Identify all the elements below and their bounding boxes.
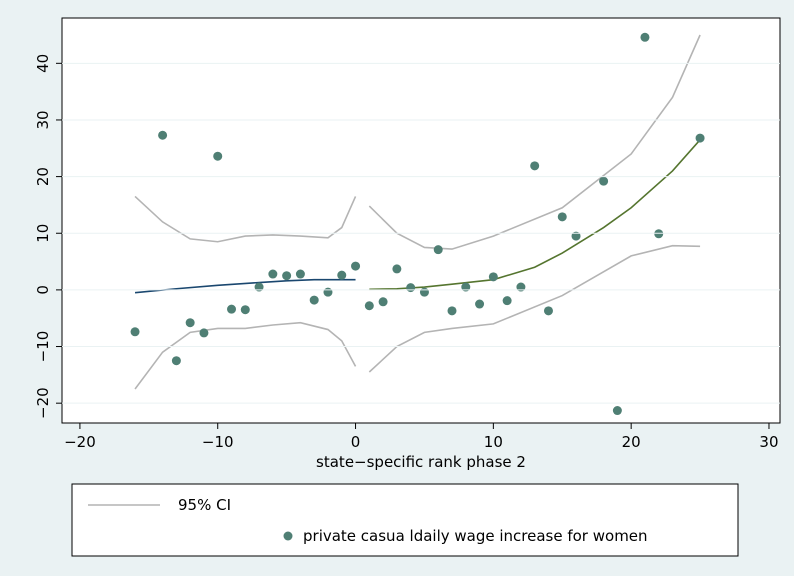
point — [392, 264, 402, 274]
point — [419, 287, 429, 297]
y-tick-label: 10 — [34, 224, 52, 243]
x-tick-label: 30 — [759, 433, 778, 451]
point — [571, 231, 581, 241]
point — [530, 161, 540, 171]
legend-swatch — [283, 531, 293, 541]
point — [323, 287, 333, 297]
point — [185, 318, 195, 328]
plot-area — [61, 17, 781, 424]
point — [171, 356, 181, 366]
point — [516, 282, 526, 292]
line — [134, 195, 357, 243]
line — [134, 278, 356, 294]
point — [309, 295, 319, 305]
point — [406, 283, 416, 293]
x-tick-label: −10 — [202, 433, 234, 451]
point — [447, 306, 457, 316]
point — [130, 327, 140, 337]
x-tick-label: 20 — [622, 433, 641, 451]
point — [227, 304, 237, 314]
x-axis-label: state−specific rank phase 2 — [316, 453, 526, 471]
line — [369, 139, 701, 291]
line — [368, 244, 701, 373]
point — [557, 212, 567, 222]
point — [364, 301, 374, 311]
legend — [71, 483, 739, 557]
line — [134, 321, 357, 390]
point — [502, 296, 512, 306]
point — [433, 245, 443, 255]
point — [158, 130, 168, 140]
point — [240, 305, 250, 315]
point — [268, 269, 278, 279]
y-tick-label: 20 — [34, 167, 52, 186]
point — [351, 261, 361, 271]
x-tick-label: 10 — [484, 433, 503, 451]
point — [599, 176, 609, 186]
point — [213, 151, 223, 161]
y-tick-label: 0 — [34, 285, 52, 295]
point — [254, 282, 264, 292]
legend-label: 95% CI — [178, 496, 231, 514]
point — [337, 270, 347, 280]
y-tick-label: −20 — [34, 387, 52, 419]
point — [640, 32, 650, 42]
point — [199, 328, 209, 338]
x-tick-label: −20 — [64, 433, 96, 451]
y-tick-label: 40 — [34, 54, 52, 73]
point — [461, 282, 471, 292]
point — [543, 306, 553, 316]
point — [378, 297, 388, 307]
y-tick-label: 30 — [34, 110, 52, 129]
legend-label: private casua ldaily wage increase for w… — [303, 527, 648, 545]
point — [475, 299, 485, 309]
point — [654, 229, 664, 239]
point — [488, 272, 498, 282]
y-tick-label: −10 — [34, 331, 52, 363]
point — [282, 271, 292, 281]
plot — [130, 32, 705, 416]
line — [368, 34, 701, 250]
point — [612, 406, 622, 416]
point — [695, 133, 705, 143]
point — [295, 269, 305, 279]
x-tick-label: 0 — [351, 433, 361, 451]
